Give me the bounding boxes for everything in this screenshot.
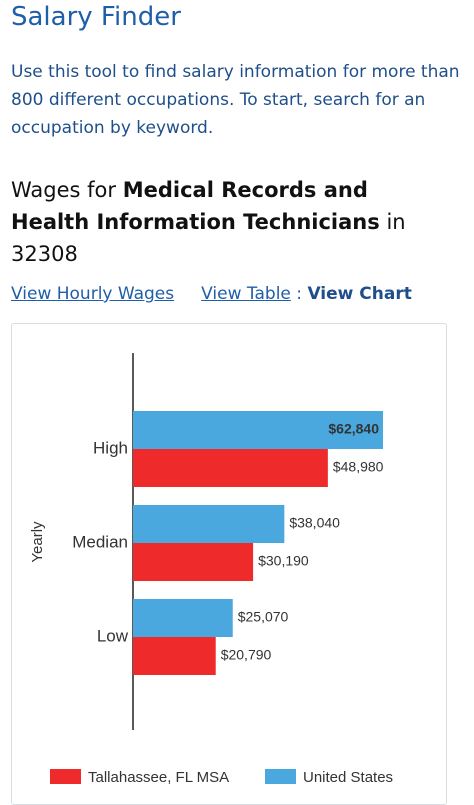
bar xyxy=(133,449,328,487)
category-label: Low xyxy=(97,626,129,645)
value-label: $25,070 xyxy=(238,609,289,625)
value-label: $48,980 xyxy=(333,459,384,475)
chart-link[interactable]: View Chart xyxy=(307,284,412,304)
legend-swatch xyxy=(50,769,81,784)
heading-prefix: Wages for xyxy=(11,178,117,202)
bar xyxy=(133,411,383,449)
page-title: Salary Finder xyxy=(11,2,181,32)
bar xyxy=(133,637,216,675)
intro-text: Use this tool to find salary information… xyxy=(11,62,460,138)
location: 32308 xyxy=(11,242,78,266)
legend-label: United States xyxy=(303,769,393,786)
view-links: View Hourly Wages View Table : View Char… xyxy=(11,284,412,304)
occupation: Medical Records and Health Information T… xyxy=(11,178,380,234)
value-label: $20,790 xyxy=(221,647,272,663)
y-axis-label: Yearly xyxy=(29,521,46,563)
bar xyxy=(133,543,254,581)
heading: Wages for Medical Records and Health Inf… xyxy=(11,174,451,270)
value-label: $30,190 xyxy=(258,553,309,569)
value-label: $38,040 xyxy=(289,515,340,531)
table-link[interactable]: View Table xyxy=(201,284,291,304)
bar xyxy=(133,599,233,637)
value-label: $62,840 xyxy=(328,421,379,437)
category-label: Median xyxy=(72,532,128,551)
separator: : xyxy=(296,284,303,304)
legend-swatch xyxy=(265,769,296,784)
legend-label: Tallahassee, FL MSA xyxy=(88,769,229,786)
heading-in: in xyxy=(386,210,406,234)
category-label: High xyxy=(93,438,128,457)
hourly-link[interactable]: View Hourly Wages xyxy=(11,284,175,304)
bar xyxy=(133,505,285,543)
